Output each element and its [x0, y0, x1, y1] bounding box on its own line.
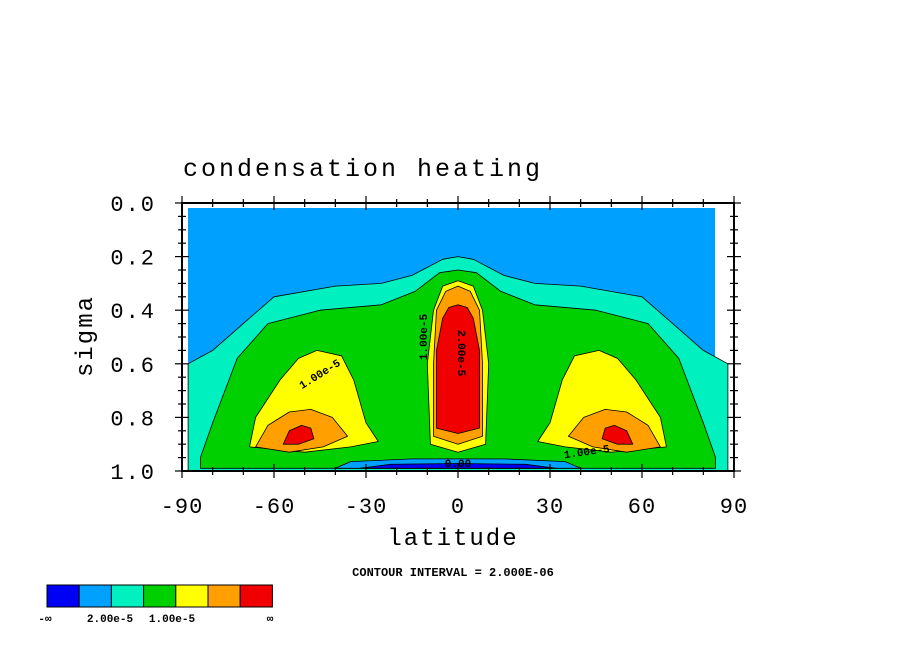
colorbar-label: 1.00e-5 [149, 614, 196, 626]
y-tick-label: 0.8 [110, 407, 156, 432]
y-tick-label: 0.0 [110, 193, 156, 218]
y-axis-label: sigma [73, 295, 100, 377]
x-tick-label: -90 [161, 495, 204, 520]
contour-region-8 [436, 304, 480, 434]
y-tick-label: 0.6 [110, 354, 156, 379]
colorbar-swatch [239, 584, 273, 608]
chart-title: condensation heating [183, 155, 543, 184]
contour-interval-note: CONTOUR INTERVAL = 2.000E-06 [352, 566, 554, 580]
y-tick-label: 0.4 [110, 300, 156, 325]
colorbar-swatch [175, 584, 209, 608]
contour-label: 2.00e-5 [454, 330, 466, 377]
contour-region-10 [601, 424, 634, 445]
colorbar [46, 584, 273, 608]
colorbar-swatch [78, 584, 112, 608]
plot-area: 1.00e-51.00e-5 2.00e-51.00e-50.00 [175, 196, 741, 478]
colorbar-swatch [207, 584, 241, 608]
colorbar-swatch [46, 584, 80, 608]
x-tick-label: -60 [253, 495, 296, 520]
contour-label: 1.00e-5 [419, 314, 431, 361]
x-tick-label: 30 [536, 495, 564, 520]
x-tick-label: 0 [451, 495, 465, 520]
colorbar-swatch [143, 584, 177, 608]
colorbar-label: 2.00e-5 [87, 614, 134, 626]
colorbar-label: -∞ [38, 614, 52, 626]
x-axis-label: latitude [387, 526, 518, 553]
x-tick-label: 60 [628, 495, 656, 520]
colorbar-swatch [110, 584, 145, 608]
y-tick-label: 1.0 [110, 461, 156, 486]
x-tick-label: 90 [720, 495, 748, 520]
y-tick-label: 0.2 [110, 247, 156, 272]
contour-region-9 [282, 424, 315, 445]
x-tick-label: -30 [345, 495, 388, 520]
colorbar-label: ∞ [267, 614, 274, 626]
